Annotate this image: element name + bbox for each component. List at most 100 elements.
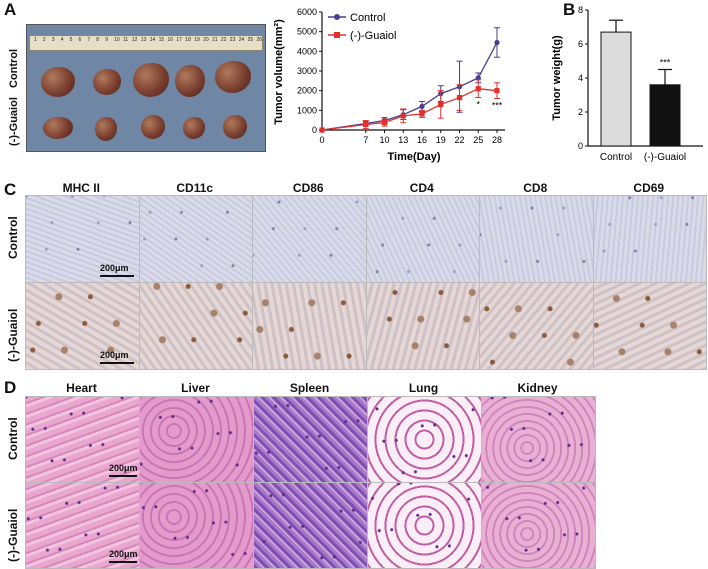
ihc-row-label: Control <box>6 216 20 259</box>
ihc-column-label: CD11c <box>176 181 214 195</box>
y-tick-label: 6000 <box>297 7 317 17</box>
ruler-number: 21 <box>212 37 218 43</box>
ruler-number: 16 <box>167 37 174 43</box>
data-point <box>363 121 369 128</box>
tumor <box>43 117 73 139</box>
he-image <box>367 482 482 569</box>
tumor <box>183 117 205 139</box>
he-image <box>253 482 368 569</box>
bar <box>649 84 681 147</box>
he-image <box>139 482 254 569</box>
tumor <box>141 115 165 139</box>
x-tick-label: 16 <box>417 135 427 145</box>
ihc-image <box>365 282 480 370</box>
he-image <box>481 482 596 569</box>
x-tick-label: 0 <box>319 135 324 145</box>
scale-label: 200μm <box>109 463 138 473</box>
series-line <box>321 88 498 131</box>
ruler-number: 3 <box>51 37 55 43</box>
ruler-number: 9 <box>105 37 108 43</box>
ruler-number: 18 <box>185 37 191 43</box>
y-tick-label: 5000 <box>297 27 317 37</box>
ruler-number: 1 <box>34 37 37 43</box>
data-point <box>494 88 500 94</box>
x-tick-label: 28 <box>492 135 502 145</box>
tumor <box>95 117 117 141</box>
ihc-image <box>252 282 367 370</box>
y-tick-label: 6 <box>578 39 583 49</box>
he-image <box>25 482 140 569</box>
ruler-number: 2 <box>42 37 46 43</box>
he-column-label: Lung <box>408 381 439 395</box>
ruler-number: 23 <box>229 37 236 43</box>
ruler-number: 25 <box>247 37 254 43</box>
data-point <box>319 127 325 133</box>
y-tick-label: 4 <box>578 73 583 83</box>
bar-chart-y-label: Tumor weight(g) <box>551 35 563 121</box>
tumor <box>133 63 169 97</box>
ruler-number: 8 <box>96 37 100 43</box>
x-tick-label: 13 <box>398 135 408 145</box>
he-image <box>481 396 596 483</box>
legend-label-guaiol: (-)-Guaiol <box>350 30 396 42</box>
ihc-column-label: CD8 <box>523 181 548 195</box>
data-point <box>419 111 425 117</box>
ruler-number: 10 <box>114 37 120 43</box>
ihc-row-label: (-)-Guaiol <box>6 308 20 362</box>
ihc-column-label: CD4 <box>409 181 434 195</box>
line-chart-x-label: Time(Day) <box>388 151 441 163</box>
legend-marker-guaiol <box>334 32 340 38</box>
ruler-number: 15 <box>158 37 165 43</box>
tumor <box>175 65 205 97</box>
ruler-number: 4 <box>60 37 64 43</box>
significance-marker: *** <box>660 58 671 68</box>
scale-label: 200μm <box>100 350 129 360</box>
bar <box>600 31 632 147</box>
series-line <box>321 42 498 131</box>
ruler-number: 7 <box>87 37 91 43</box>
he-row-label: Control <box>6 417 20 460</box>
ruler-number: 20 <box>203 37 209 43</box>
ihc-image <box>25 195 140 283</box>
data-point <box>381 119 388 126</box>
tumor <box>41 67 75 97</box>
y-tick-label: 0 <box>312 125 317 135</box>
ruler-number: 5 <box>69 37 73 43</box>
x-tick-label: 10 <box>379 135 389 145</box>
ruler-number: 11 <box>123 37 129 43</box>
scale-bar <box>109 561 137 563</box>
data-point <box>475 75 481 81</box>
ihc-image <box>592 282 707 370</box>
ruler-number: 19 <box>194 37 200 43</box>
ruler-number: 22 <box>220 37 227 43</box>
data-point <box>438 101 444 108</box>
photo-row-label-control: Control <box>8 48 20 88</box>
y-tick-label: 2000 <box>297 86 317 96</box>
y-tick-label: 0 <box>578 141 583 151</box>
scale-label: 200μm <box>100 263 129 273</box>
line-chart-significance: * *** <box>476 100 502 111</box>
x-tick-label: 7 <box>363 135 368 145</box>
data-point <box>400 113 406 119</box>
ruler-number: 12 <box>131 37 138 43</box>
line-chart-series <box>319 27 500 133</box>
tumor <box>93 69 121 95</box>
ihc-image <box>479 282 594 370</box>
ihc-image <box>479 195 594 283</box>
he-row-label: (-)-Guaiol <box>6 508 20 562</box>
ruler-number: 26 <box>256 37 263 43</box>
ruler-number: 14 <box>149 37 156 43</box>
scale-label: 200μm <box>109 549 138 559</box>
tumor <box>215 61 251 93</box>
he-column-label: Spleen <box>289 381 330 395</box>
y-tick-label: 2 <box>578 107 583 117</box>
ruler-number: 6 <box>78 37 82 43</box>
ihc-image <box>138 282 253 370</box>
legend-label-control: Control <box>350 12 385 24</box>
panel-label-b: B <box>563 0 576 19</box>
ruler: 1 2 3 4 5 6 7 8 9 10 11 12 13 14 15 16 17 18 19 20 21 22 23 24 2… <box>29 35 263 51</box>
tumor-volume-chart: 0 1000 2000 3000 4000 5000 6000 0 7 10 13 16 19 22 25… <box>273 7 505 163</box>
panel-label-a: A <box>4 0 17 19</box>
ihc-image <box>138 195 253 283</box>
tumor-weight-chart: 0 2 4 6 8 Control (-)-Guaiol *** Tumor weight(… <box>551 5 703 163</box>
